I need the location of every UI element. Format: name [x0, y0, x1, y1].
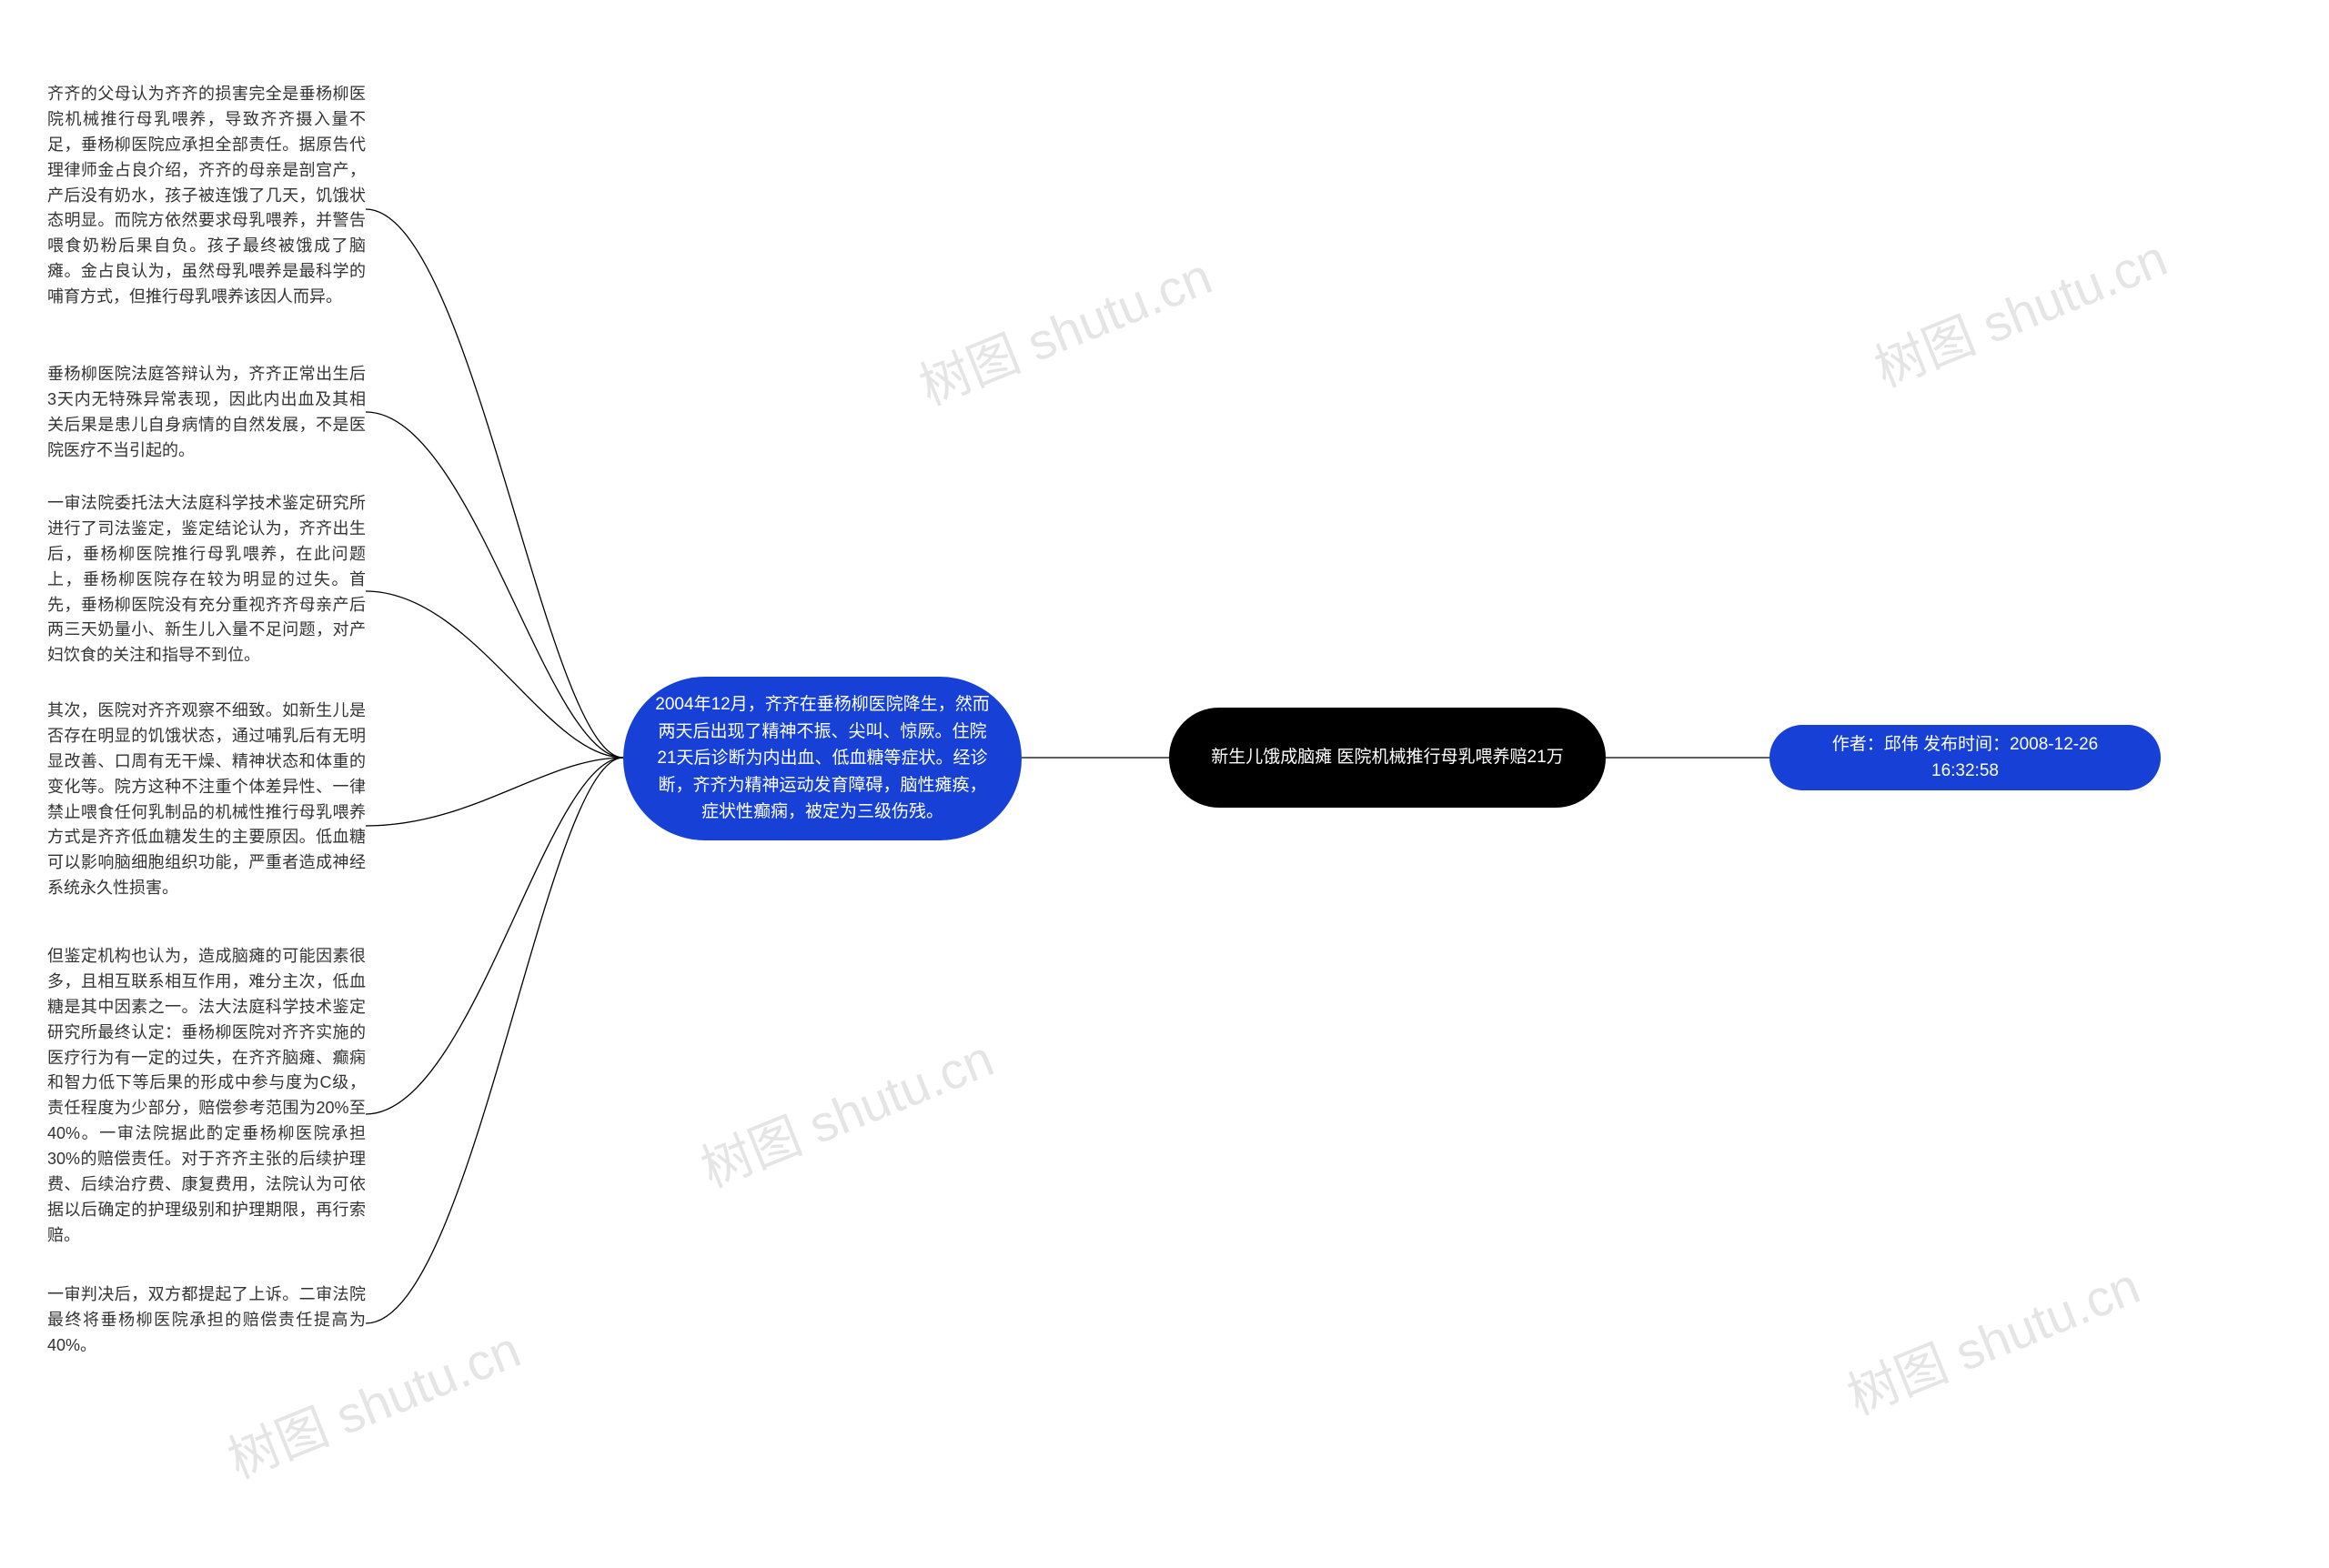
- leaf-node[interactable]: 一审法院委托法大法庭科学技术鉴定研究所进行了司法鉴定，鉴定结论认为，齐齐出生后，…: [47, 491, 366, 668]
- author-node[interactable]: 作者：邱伟 发布时间：2008-12-26 16:32:58: [1769, 725, 2161, 790]
- summary-node[interactable]: 2004年12月，齐齐在垂杨柳医院降生，然而两天后出现了精神不振、尖叫、惊厥。住…: [623, 677, 1022, 840]
- watermark: 树图 shutu.cn: [907, 236, 1221, 419]
- leaf-node[interactable]: 其次，医院对齐齐观察不细致。如新生儿是否存在明显的饥饿状态，通过哺乳后有无明显改…: [47, 699, 366, 901]
- root-title-text: 新生儿饿成脑瘫 医院机械推行母乳喂养赔21万: [1211, 744, 1563, 770]
- leaf-node[interactable]: 齐齐的父母认为齐齐的损害完全是垂杨柳医院机械推行母乳喂养，导致齐齐摄入量不足，垂…: [47, 82, 366, 310]
- watermark: 树图 shutu.cn: [1862, 217, 2176, 401]
- leaf-text: 但鉴定机构也认为，造成脑瘫的可能因素很多，且相互联系相互作用，难分主次，低血糖是…: [47, 947, 366, 1244]
- leaf-text: 一审判决后，双方都提起了上诉。二审法院最终将垂杨柳医院承担的赔偿责任提高为40%…: [47, 1285, 366, 1354]
- watermark: 树图 shutu.cn: [689, 1018, 1003, 1201]
- leaf-text: 垂杨柳医院法庭答辩认为，齐齐正常出生后3天内无特殊异常表现，因此内出血及其相关后…: [47, 365, 366, 459]
- author-text: 作者：邱伟 发布时间：2008-12-26 16:32:58: [1797, 731, 2133, 785]
- watermark: 树图 shutu.cn: [1835, 1245, 2149, 1429]
- leaf-node[interactable]: 但鉴定机构也认为，造成脑瘫的可能因素很多，且相互联系相互作用，难分主次，低血糖是…: [47, 944, 366, 1249]
- leaf-node[interactable]: 一审判决后，双方都提起了上诉。二审法院最终将垂杨柳医院承担的赔偿责任提高为40%…: [47, 1282, 366, 1359]
- leaf-node[interactable]: 垂杨柳医院法庭答辩认为，齐齐正常出生后3天内无特殊异常表现，因此内出血及其相关后…: [47, 362, 366, 464]
- summary-text: 2004年12月，齐齐在垂杨柳医院降生，然而两天后出现了精神不振、尖叫、惊厥。住…: [650, 691, 994, 825]
- leaf-text: 齐齐的父母认为齐齐的损害完全是垂杨柳医院机械推行母乳喂养，导致齐齐摄入量不足，垂…: [47, 85, 366, 306]
- leaf-text: 一审法院委托法大法庭科学技术鉴定研究所进行了司法鉴定，鉴定结论认为，齐齐出生后，…: [47, 494, 366, 664]
- mindmap-root-node[interactable]: 新生儿饿成脑瘫 医院机械推行母乳喂养赔21万: [1169, 708, 1606, 808]
- leaf-text: 其次，医院对齐齐观察不细致。如新生儿是否存在明显的饥饿状态，通过哺乳后有无明显改…: [47, 701, 366, 897]
